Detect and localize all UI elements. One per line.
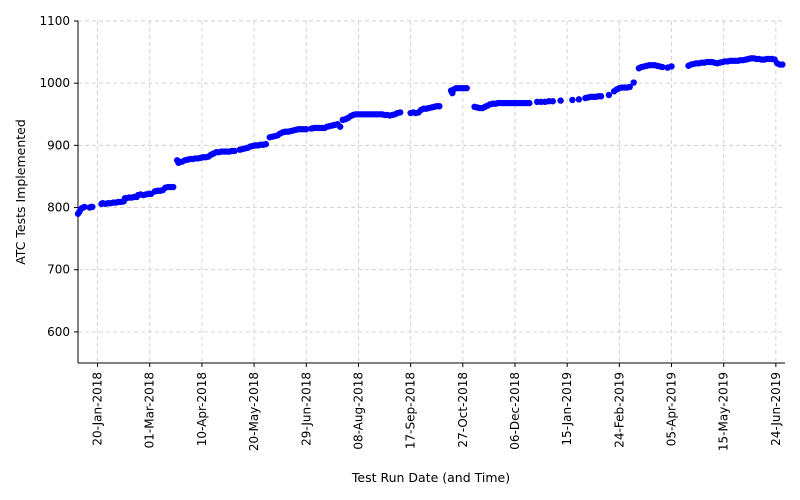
x-tick-label: 05-Apr-2019 xyxy=(665,372,679,446)
x-tick-label: 15-Jan-2019 xyxy=(560,372,574,446)
x-tick-label: 06-Dec-2018 xyxy=(508,372,522,450)
data-point xyxy=(170,183,177,191)
data-point xyxy=(81,203,88,211)
data-point xyxy=(557,97,564,104)
x-tick-label: 20-Jan-2018 xyxy=(91,372,105,446)
data-point xyxy=(779,61,786,68)
data-point xyxy=(436,102,443,110)
data-point xyxy=(526,99,533,107)
x-tick-label: 15-May-2019 xyxy=(717,372,731,451)
y-tick-label: 600 xyxy=(47,325,70,339)
data-point xyxy=(262,140,270,148)
data-point xyxy=(575,96,583,103)
y-tick-label: 1100 xyxy=(39,14,70,28)
data-point xyxy=(597,93,605,100)
data-point xyxy=(549,98,557,105)
data-point xyxy=(396,109,404,116)
data-point xyxy=(659,63,666,71)
y-tick-label: 800 xyxy=(47,201,70,215)
x-tick-label: 08-Aug-2018 xyxy=(351,372,365,450)
x-tick-label: 29-Jun-2018 xyxy=(299,372,313,446)
data-point xyxy=(626,83,633,91)
y-ticks: 600 700 800 900 1000 1100 xyxy=(39,14,78,339)
data-points xyxy=(74,55,786,217)
data-point xyxy=(463,84,470,92)
x-axis-label: Test Run Date (and Time) xyxy=(351,470,510,485)
data-point xyxy=(605,91,613,99)
x-tick-label: 24-Feb-2019 xyxy=(612,372,626,448)
y-tick-label: 900 xyxy=(47,138,70,152)
x-tick-label: 20-May-2018 xyxy=(247,372,261,451)
data-point xyxy=(89,203,96,211)
x-tick-label: 27-Oct-2018 xyxy=(456,372,470,448)
data-point xyxy=(231,147,238,155)
data-point xyxy=(630,79,637,86)
y-tick-label: 1000 xyxy=(39,76,70,90)
x-tick-label: 17-Sep-2018 xyxy=(404,372,418,449)
data-point xyxy=(668,63,675,70)
x-tick-label: 10-Apr-2018 xyxy=(195,372,209,446)
y-axis-label: ATC Tests Implemented xyxy=(13,119,28,265)
data-point xyxy=(569,96,576,104)
data-point xyxy=(336,123,344,130)
axes xyxy=(77,21,785,364)
grid xyxy=(78,20,785,363)
y-tick-label: 700 xyxy=(47,263,70,277)
x-tick-label: 24-Jun-2019 xyxy=(769,372,783,446)
data-point xyxy=(303,125,310,133)
x-tick-label: 01-Mar-2018 xyxy=(143,372,157,448)
x-ticks: 20-Jan-2018 01-Mar-2018 10-Apr-2018 20-May-… xyxy=(91,363,783,451)
